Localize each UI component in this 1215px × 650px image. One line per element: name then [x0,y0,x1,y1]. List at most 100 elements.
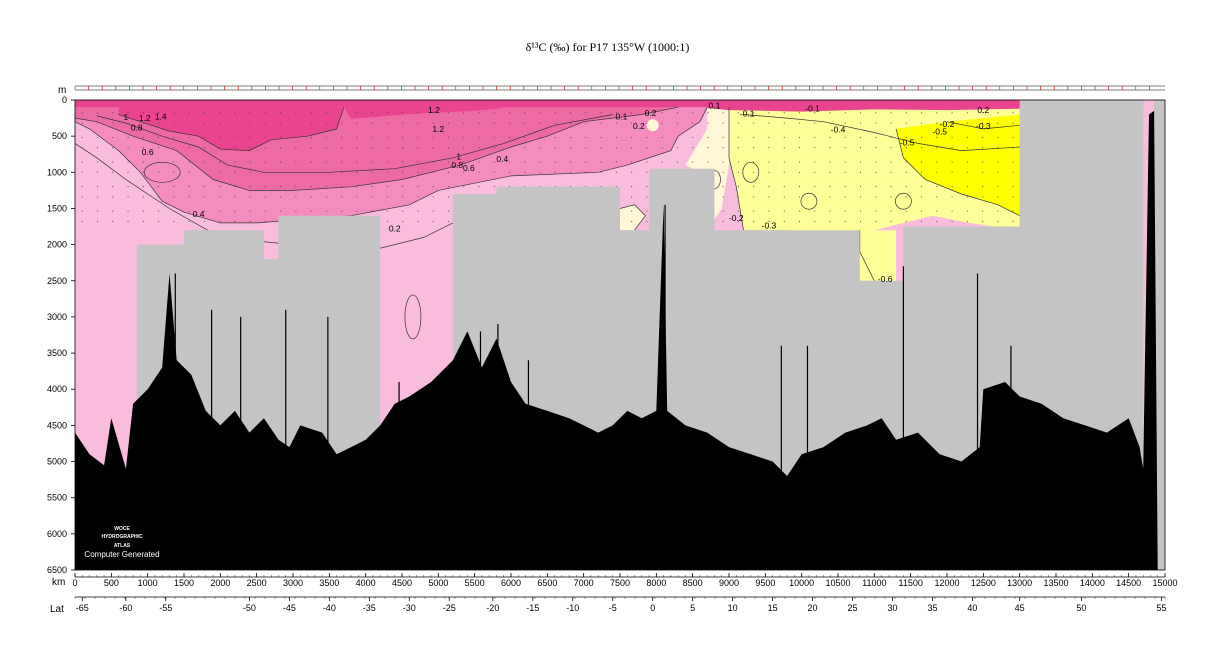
sample-dot [829,171,831,173]
sample-dot [478,171,480,173]
sample-dot [539,171,541,173]
sample-dot [829,136,831,138]
sample-dot [112,147,114,149]
sample-dot [447,161,450,163]
x-tick-label: 12500 [971,578,996,588]
sample-dot [798,161,801,163]
sample-dot [325,112,327,114]
sample-dot [203,122,205,124]
sample-dot [982,171,984,173]
sample-dot [554,136,556,138]
sample-dots [81,112,1014,223]
lat-tick-label: 20 [808,603,818,613]
sample-dot [646,112,648,114]
sample-dot [737,220,739,223]
sample-dot [631,171,633,173]
sample-dot [234,136,236,138]
sample-dot [96,210,99,212]
sample-dot [142,136,144,138]
contour-loop [143,161,181,183]
sample-dot [615,112,617,114]
sample-dot [417,210,419,212]
sample-dot [127,186,129,188]
lat-tick-label: -55 [159,603,172,613]
sample-dot [783,161,785,163]
sample-dot [875,112,877,114]
sample-dot [951,220,953,223]
x-tick-label: 2000 [210,578,230,588]
sample-dot [905,136,907,138]
sample-dot [722,136,724,138]
sample-dot [264,147,266,149]
sample-dot [203,220,205,223]
sample-dot [737,136,739,138]
sample-dot [234,196,236,198]
sample-dot [417,171,419,173]
sample-dot [402,147,404,149]
sample-dot [631,147,633,149]
lat-tick-label: 5 [690,603,695,613]
sample-dot [844,161,846,163]
sample-dot [585,112,587,114]
sample-dot [295,210,297,212]
sample-dot [219,136,221,138]
sample-dot [112,136,114,138]
sample-dot [249,122,251,124]
sample-dot [81,171,83,173]
fill-level-0c [646,119,659,132]
sample-dot [386,186,389,188]
sample-dot [432,196,434,198]
sample-dot [798,186,801,188]
sample-dot [921,161,923,163]
lat-tick-label: -25 [443,603,456,613]
sample-dot [1012,147,1014,149]
sample-dot [493,161,495,163]
sample-dot [432,186,434,188]
sample-dot [1012,210,1014,212]
sample-dot [234,112,236,114]
sample-dot [325,147,327,149]
lat-tick-label: -35 [363,603,376,613]
sample-dot [646,220,648,223]
sample-dot [386,161,389,163]
y-tick-label: 6000 [47,529,67,539]
sample-dot [310,161,312,163]
y-tick-label: 0 [62,95,67,105]
sample-dot [600,147,602,149]
sample-dot [661,112,663,114]
lat-tick-label: -5 [609,603,617,613]
sample-dot [158,220,160,223]
sample-dot [356,196,358,198]
sample-dot [768,220,770,223]
sample-dot [188,171,190,173]
lat-tick-label: -40 [323,603,336,613]
x-tick-label: 8000 [646,578,666,588]
sample-dot [341,112,343,114]
sample-dot [417,196,419,198]
sample-dot [295,136,297,138]
sample-dot [814,186,816,188]
sample-dot [234,210,236,212]
contour-line [743,114,1020,151]
contour-line [619,204,646,231]
bathymetry [75,110,1158,570]
axes: 0500100015002000250030003500400045005000… [47,95,1178,613]
sample-dot [646,171,648,173]
contour-label: -0.1 [740,109,755,119]
sample-dot [173,161,175,163]
sample-dot [768,112,770,114]
sample-dot [310,171,312,173]
sample-dot [173,196,175,198]
sample-dot [921,210,923,212]
sample-dot [127,210,129,212]
contour-label: 0.2 [645,108,657,118]
sample-dot [966,210,968,212]
sample-dot [783,112,785,114]
sample-dot [249,147,251,149]
sample-dot [402,186,404,188]
sample-dot [463,161,465,163]
sample-dot [158,122,160,124]
sample-dot [447,112,450,114]
contour-line [946,121,1020,130]
sample-dot [829,220,831,223]
